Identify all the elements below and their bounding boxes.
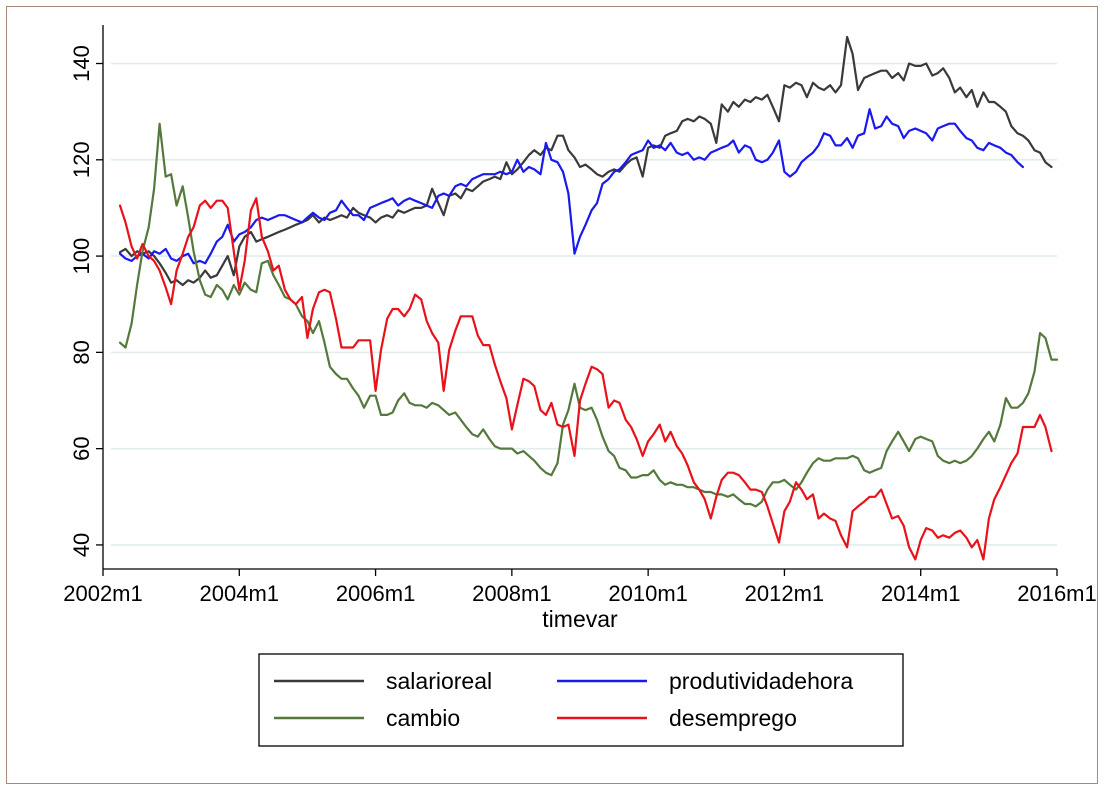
legend-label-produtividadehora: produtividadehora [669, 668, 853, 694]
y-tick-label-1: 60 [69, 436, 94, 460]
x-tick-label-1: 2004m1 [200, 581, 280, 606]
x-tick-label-0: 2002m1 [63, 581, 143, 606]
y-tick-label-4: 120 [69, 141, 94, 178]
series-line-produtividadehora [118, 108, 1025, 265]
legend-label-desemprego: desemprego [669, 705, 797, 731]
y-tick-label-2: 80 [69, 340, 94, 364]
axes [96, 25, 1058, 576]
legend-box [258, 653, 904, 747]
series-line-salarioreal [118, 35, 1053, 287]
gridlines [111, 62, 1057, 546]
y-tick-label-3: 100 [69, 238, 94, 275]
chart-frame: 40 60 80 100 120 140 2002m1 2004m1 2006m1 2008m1 2… [6, 6, 1098, 784]
x-tick-label-2: 2006m1 [336, 581, 416, 606]
x-tick-label-4: 2010m1 [608, 581, 688, 606]
y-tick-label-5: 140 [69, 45, 94, 82]
legend-label-cambio: cambio [386, 705, 460, 731]
x-tick-label-7: 2016m1 [1017, 581, 1097, 606]
legend: salarioreal produtividadehora cambio desemp… [258, 653, 904, 747]
series-lines [118, 35, 1059, 561]
legend-label-salarioreal: salarioreal [386, 668, 492, 694]
line-chart: 40 60 80 100 120 140 2002m1 2004m1 2006m1 2008m1 2… [63, 25, 1097, 747]
series-line-desemprego [118, 197, 1053, 561]
x-tick-label-5: 2012m1 [745, 581, 825, 606]
x-tick-label-3: 2008m1 [472, 581, 552, 606]
x-axis-title: timevar [542, 606, 618, 632]
series-line-cambio [118, 122, 1059, 508]
x-tick-label-6: 2014m1 [881, 581, 961, 606]
tick-labels: 40 60 80 100 120 140 2002m1 2004m1 2006m1 2008m1 2… [63, 45, 1097, 606]
y-tick-label-0: 40 [69, 533, 94, 557]
